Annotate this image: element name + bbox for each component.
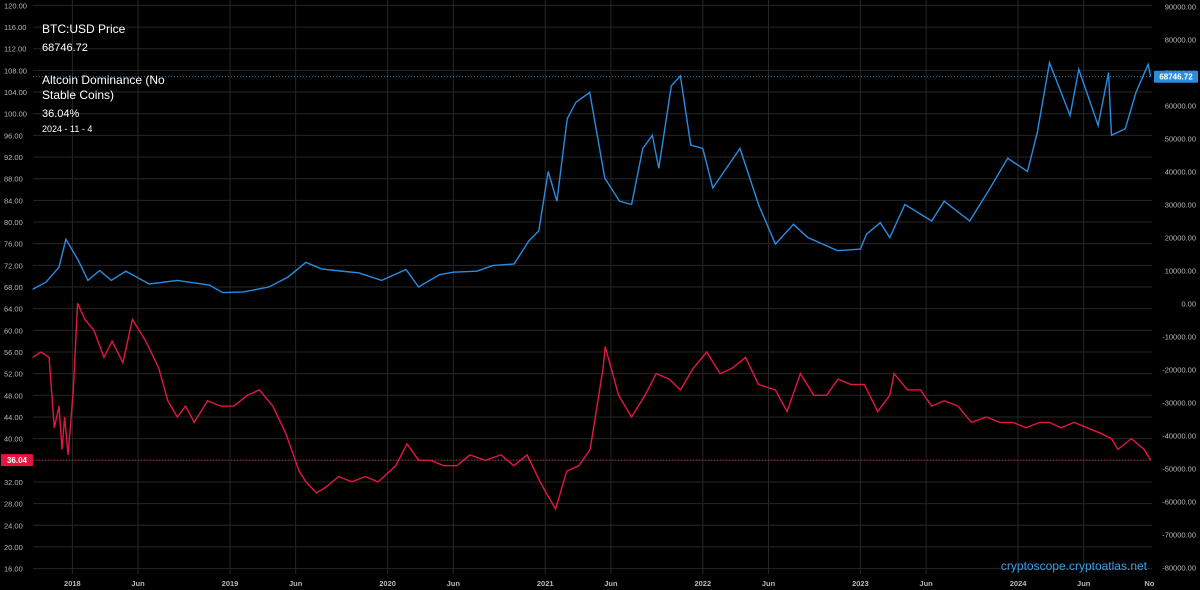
x-tick-label: Jun <box>762 579 776 588</box>
btc-last-value-label: 68746.72 <box>1159 73 1193 82</box>
left-tick-label: 60.00 <box>4 326 23 335</box>
altcoin-dominance-line <box>32 302 1152 511</box>
left-tick-label: 96.00 <box>4 131 23 140</box>
right-tick-label: -80000.00 <box>1162 563 1196 572</box>
left-tick-label: 84.00 <box>4 196 23 205</box>
left-tick-label: 92.00 <box>4 153 23 162</box>
left-tick-label: 88.00 <box>4 175 23 184</box>
left-tick-label: 72.00 <box>4 261 23 270</box>
right-tick-label: 80000.00 <box>1165 36 1196 45</box>
left-tick-label: 80.00 <box>4 218 23 227</box>
left-tick-label: 40.00 <box>4 435 23 444</box>
right-tick-label: -50000.00 <box>1162 464 1196 473</box>
left-tick-label: 32.00 <box>4 478 23 487</box>
x-tick-label: Jun <box>131 579 145 588</box>
grid-lines <box>33 0 1152 574</box>
x-tick-label: 2019 <box>222 579 239 588</box>
x-tick-label: 2023 <box>852 579 869 588</box>
alt-last-value-badge <box>1 454 33 467</box>
btc-last-value-badge <box>1154 70 1198 83</box>
x-tick-label: Jun <box>1077 579 1091 588</box>
x-tick-label: Jun <box>604 579 618 588</box>
btc-legend-value: 68746.72 <box>42 42 88 54</box>
alt-legend-name: Altcoin Dominance (No Stable Coins) <box>42 73 165 102</box>
right-axis: 90000.0080000.0070000.0060000.0050000.00… <box>1162 3 1196 573</box>
x-tick-label: 2024 <box>1010 579 1028 588</box>
right-tick-label: 90000.00 <box>1165 3 1196 12</box>
right-tick-label: 20000.00 <box>1165 234 1196 243</box>
chart-legend: BTC:USD Price 68746.72 Altcoin Dominance… <box>42 22 202 135</box>
right-tick-label: 60000.00 <box>1165 102 1196 111</box>
left-axis: 120.00 116.00 112.00 108.00 104.00 100.00 96.0… <box>4 1 27 573</box>
alt-legend-value: 36.04% <box>42 108 80 120</box>
left-tick-label: 64.00 <box>4 305 23 314</box>
legend-date: 2024 - 11 - 4 <box>42 124 93 134</box>
right-tick-label: 50000.00 <box>1165 135 1196 144</box>
left-tick-label: 100.00 <box>4 110 27 119</box>
right-tick-label: -30000.00 <box>1162 398 1196 407</box>
left-tick-label: 48.00 <box>4 391 23 400</box>
x-tick-label: 2018 <box>64 579 81 588</box>
x-tick-label: Jun <box>289 579 303 588</box>
left-tick-label: 52.00 <box>4 370 23 379</box>
x-tick-label: 2020 <box>379 579 396 588</box>
right-tick-label: 0.00 <box>1181 299 1196 308</box>
right-tick-label: -10000.00 <box>1162 332 1196 341</box>
left-tick-label: 68.00 <box>4 283 23 292</box>
left-tick-label: 104.00 <box>4 88 27 97</box>
x-tick-label: No <box>1144 579 1154 588</box>
left-tick-label: 76.00 <box>4 240 23 249</box>
right-tick-label: 40000.00 <box>1165 168 1196 177</box>
btc-legend-name: BTC:USD Price <box>42 22 126 36</box>
btc-price-line <box>32 60 1152 294</box>
right-tick-label: 10000.00 <box>1165 267 1196 276</box>
left-tick-label: 28.00 <box>4 500 23 509</box>
x-tick-label: Jun <box>447 579 461 588</box>
left-tick-label: 56.00 <box>4 348 23 357</box>
right-tick-label: 30000.00 <box>1165 201 1196 210</box>
right-tick-label: -60000.00 <box>1162 497 1196 506</box>
right-tick-label: -20000.00 <box>1162 365 1196 374</box>
left-tick-label: 108.00 <box>4 66 27 75</box>
x-tick-label: 2022 <box>694 579 711 588</box>
watermark-text: cryptoscope.cryptoatlas.net <box>1000 559 1147 573</box>
right-tick-label: -70000.00 <box>1162 530 1196 539</box>
x-tick-label: Jun <box>919 579 933 588</box>
alt-legend: Altcoin Dominance (No Stable Coins) 36.0… <box>42 73 202 135</box>
left-tick-label: 116.00 <box>4 23 26 32</box>
x-axis: 2018 Jun 2019 Jun 2020 Jun 2021 Jun 2022 Jun 2023 J… <box>64 579 1155 588</box>
left-tick-label: 20.00 <box>4 543 23 552</box>
last-value-badges: 36.04 68746.72 <box>1 70 1198 467</box>
left-tick-label: 24.00 <box>4 521 23 530</box>
left-tick-label: 120.00 <box>4 1 27 10</box>
left-tick-label: 112.00 <box>4 45 26 54</box>
left-tick-label: 16.00 <box>4 565 23 574</box>
alt-last-value-label: 36.04 <box>7 456 28 465</box>
last-value-lines <box>33 76 1152 461</box>
right-tick-label: -40000.00 <box>1162 431 1196 440</box>
left-tick-label: 44.00 <box>4 413 23 422</box>
x-tick-label: 2021 <box>537 579 554 588</box>
